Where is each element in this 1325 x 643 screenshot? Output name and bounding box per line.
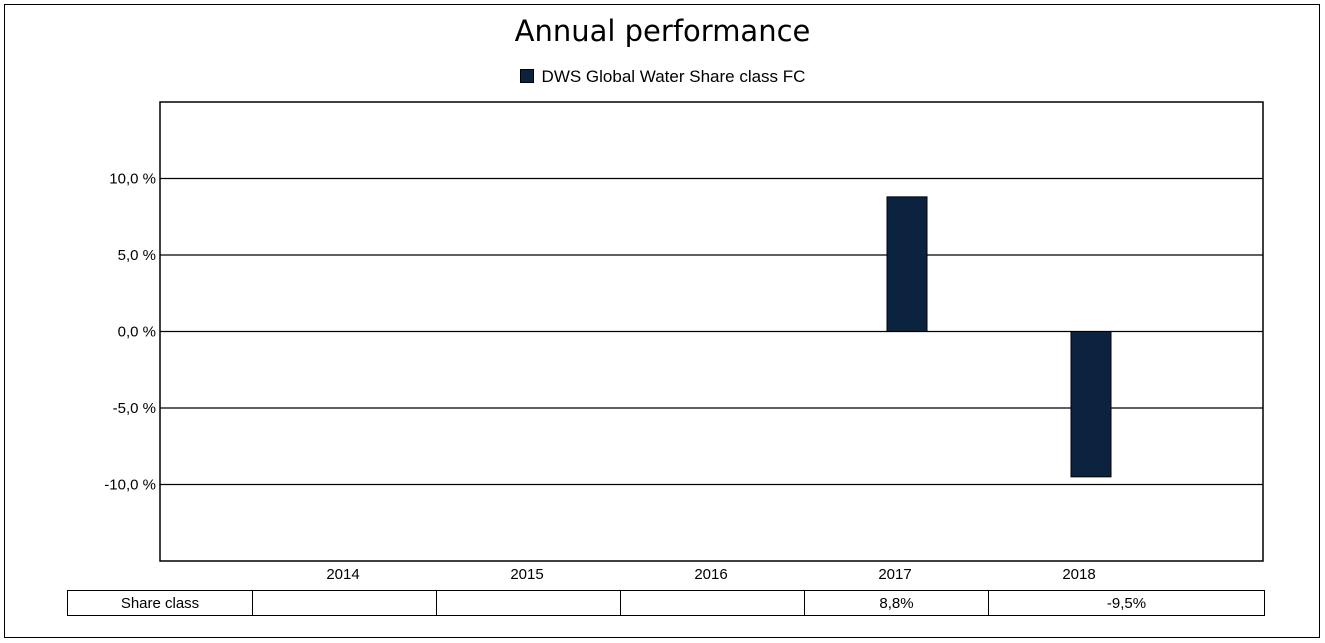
y-axis-ticks: 10,0 % 5,0 % 0,0 % -5,0 % -10,0 % [104,171,156,494]
table-cell: 8,8% [804,590,989,616]
bar [886,196,928,332]
table-row-label: Share class [67,590,253,616]
x-tick-label: 2017 [878,566,911,583]
y-tick-label: -10,0 % [104,477,156,494]
y-tick-label: 10,0 % [109,171,156,188]
y-tick-label: -5,0 % [113,400,156,417]
y-tick-label: 5,0 % [118,247,156,264]
x-tick-label: 2016 [694,566,727,583]
chart-frame [4,4,1320,638]
bar [1070,331,1112,478]
x-axis-ticks: 2014 2015 2016 2017 2018 [326,566,1095,583]
table-cell: -9,5% [988,590,1265,616]
chart-legend: DWS Global Water Share class FC [0,67,1325,87]
x-tick-label: 2018 [1062,566,1095,583]
bars [886,196,1112,478]
plot-area-border [159,101,1264,562]
legend-label: DWS Global Water Share class FC [541,67,806,86]
x-tick-label: 2014 [326,566,359,583]
legend-swatch [519,69,534,83]
y-tick-label: 0,0 % [118,324,156,341]
table-cell [436,590,621,616]
performance-table: Share class 8,8% -9,5% [67,590,1265,616]
x-tick-label: 2015 [510,566,543,583]
bar-chart: 10,0 %5,0 %0,0 %-5,0 %-10,0 % 2014 2015 20… [104,101,1264,583]
chart-title: Annual performance [514,14,811,48]
table-cell [620,590,805,616]
table-cell [252,590,437,616]
table-row: Share class 8,8% -9,5% [67,590,1265,616]
